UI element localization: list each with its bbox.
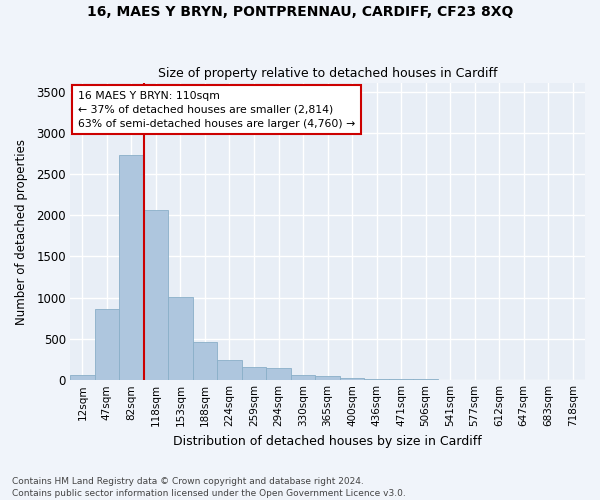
- Bar: [364, 378, 389, 380]
- Bar: [340, 378, 364, 380]
- Y-axis label: Number of detached properties: Number of detached properties: [15, 138, 28, 324]
- Bar: [193, 342, 217, 380]
- X-axis label: Distribution of detached houses by size in Cardiff: Distribution of detached houses by size …: [173, 434, 482, 448]
- Text: 16, MAES Y BRYN, PONTPRENNAU, CARDIFF, CF23 8XQ: 16, MAES Y BRYN, PONTPRENNAU, CARDIFF, C…: [87, 5, 513, 19]
- Bar: [168, 296, 193, 380]
- Bar: [266, 368, 291, 380]
- Bar: [242, 367, 266, 380]
- Bar: [119, 155, 143, 380]
- Bar: [143, 210, 168, 380]
- Text: 16 MAES Y BRYN: 110sqm
← 37% of detached houses are smaller (2,814)
63% of semi-: 16 MAES Y BRYN: 110sqm ← 37% of detached…: [78, 91, 355, 129]
- Bar: [95, 309, 119, 380]
- Bar: [316, 376, 340, 380]
- Bar: [70, 376, 95, 380]
- Bar: [291, 374, 316, 380]
- Title: Size of property relative to detached houses in Cardiff: Size of property relative to detached ho…: [158, 66, 497, 80]
- Bar: [389, 379, 413, 380]
- Bar: [217, 360, 242, 380]
- Text: Contains HM Land Registry data © Crown copyright and database right 2024.
Contai: Contains HM Land Registry data © Crown c…: [12, 476, 406, 498]
